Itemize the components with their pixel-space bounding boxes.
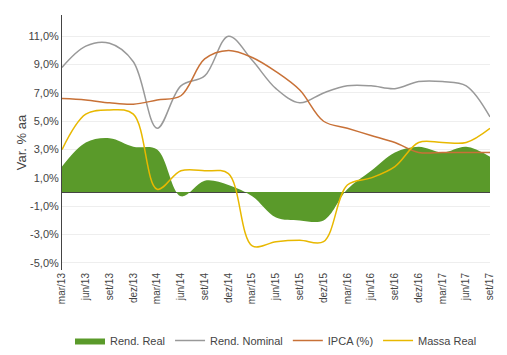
svg-text:mar/14: mar/14 bbox=[151, 273, 162, 305]
svg-text:dez/13: dez/13 bbox=[128, 273, 139, 303]
svg-text:set/14: set/14 bbox=[199, 273, 210, 301]
svg-text:Rend. Real: Rend. Real bbox=[110, 335, 165, 347]
svg-text:-1,0%: -1,0% bbox=[30, 200, 59, 212]
svg-text:5,0%: 5,0% bbox=[34, 115, 59, 127]
svg-text:dez/14: dez/14 bbox=[223, 273, 234, 303]
svg-text:-3,0%: -3,0% bbox=[30, 228, 59, 240]
svg-text:dez/16: dez/16 bbox=[413, 273, 424, 303]
svg-text:-5,0%: -5,0% bbox=[30, 257, 59, 269]
svg-text:set/13: set/13 bbox=[104, 273, 115, 301]
svg-text:set/15: set/15 bbox=[294, 273, 305, 301]
svg-text:Var. % aa: Var. % aa bbox=[14, 114, 29, 170]
svg-text:jun/13: jun/13 bbox=[80, 273, 91, 302]
svg-text:dez/15: dez/15 bbox=[318, 273, 329, 303]
svg-text:11,0%: 11,0% bbox=[28, 30, 59, 42]
svg-text:jun/17: jun/17 bbox=[460, 273, 471, 302]
svg-text:Massa Real: Massa Real bbox=[418, 335, 476, 347]
svg-text:set/16: set/16 bbox=[389, 273, 400, 301]
svg-text:mar/17: mar/17 bbox=[437, 273, 448, 305]
svg-text:set/17: set/17 bbox=[484, 273, 495, 301]
svg-text:jun/15: jun/15 bbox=[270, 273, 281, 302]
svg-text:Rend. Nominal: Rend. Nominal bbox=[210, 335, 283, 347]
svg-text:IPCA (%): IPCA (%) bbox=[328, 335, 373, 347]
svg-text:1,0%: 1,0% bbox=[34, 172, 59, 184]
svg-text:7,0%: 7,0% bbox=[34, 87, 59, 99]
svg-text:mar/15: mar/15 bbox=[246, 273, 257, 305]
svg-text:mar/16: mar/16 bbox=[342, 273, 353, 305]
svg-text:9,0%: 9,0% bbox=[34, 58, 59, 70]
svg-text:3,0%: 3,0% bbox=[34, 143, 59, 155]
svg-text:jun/14: jun/14 bbox=[175, 273, 186, 302]
svg-text:jun/16: jun/16 bbox=[365, 273, 376, 302]
svg-text:mar/13: mar/13 bbox=[56, 273, 67, 305]
